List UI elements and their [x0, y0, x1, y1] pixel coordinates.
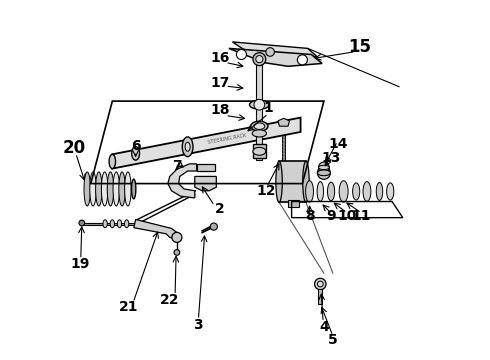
Ellipse shape [103, 220, 107, 228]
Ellipse shape [254, 123, 265, 130]
Bar [318, 289, 322, 304]
Circle shape [318, 281, 323, 287]
Text: 13: 13 [321, 152, 341, 166]
Ellipse shape [353, 183, 360, 200]
Ellipse shape [306, 181, 314, 202]
Ellipse shape [363, 181, 371, 201]
Polygon shape [112, 118, 300, 168]
Text: 4: 4 [319, 320, 329, 334]
Ellipse shape [119, 172, 125, 206]
Text: 3: 3 [194, 318, 203, 332]
Text: 5: 5 [328, 333, 338, 347]
Text: 7: 7 [172, 159, 182, 173]
Bar [279, 161, 306, 202]
Text: 9: 9 [326, 209, 336, 223]
Circle shape [236, 49, 246, 59]
Text: 8: 8 [305, 209, 315, 223]
Text: 12: 12 [257, 184, 276, 198]
Ellipse shape [303, 161, 309, 202]
Ellipse shape [376, 183, 383, 201]
Circle shape [253, 53, 266, 66]
Text: STEERING RACK: STEERING RACK [207, 133, 247, 145]
Text: 2: 2 [215, 202, 225, 216]
Text: 14: 14 [328, 137, 348, 151]
Ellipse shape [110, 220, 115, 228]
Ellipse shape [339, 181, 348, 202]
Circle shape [172, 232, 182, 242]
Text: 18: 18 [210, 103, 230, 117]
Text: 1: 1 [264, 101, 273, 115]
Ellipse shape [132, 147, 140, 160]
Ellipse shape [182, 137, 193, 157]
Ellipse shape [252, 130, 267, 137]
Bar [256, 45, 262, 160]
Text: 21: 21 [119, 300, 138, 314]
Circle shape [315, 278, 326, 290]
Text: 6: 6 [131, 139, 141, 153]
Ellipse shape [84, 172, 91, 206]
Bar [253, 144, 266, 158]
Ellipse shape [101, 172, 108, 206]
Circle shape [210, 223, 218, 230]
Circle shape [318, 162, 329, 173]
Ellipse shape [96, 172, 102, 206]
Ellipse shape [318, 170, 330, 176]
Polygon shape [196, 164, 215, 171]
Text: 22: 22 [160, 293, 179, 307]
Polygon shape [195, 176, 216, 191]
Text: 17: 17 [210, 76, 230, 90]
Ellipse shape [251, 121, 268, 131]
Circle shape [79, 220, 85, 226]
Ellipse shape [117, 220, 122, 228]
Ellipse shape [185, 142, 190, 151]
Circle shape [254, 99, 265, 110]
Ellipse shape [387, 183, 394, 200]
Text: 11: 11 [352, 209, 371, 223]
Ellipse shape [124, 220, 129, 228]
Circle shape [266, 48, 274, 56]
Text: 15: 15 [348, 38, 371, 56]
Ellipse shape [318, 165, 329, 170]
Text: 10: 10 [338, 209, 357, 223]
Polygon shape [229, 48, 322, 66]
Ellipse shape [124, 172, 131, 206]
Circle shape [256, 55, 263, 63]
Ellipse shape [90, 172, 96, 206]
Ellipse shape [317, 181, 323, 201]
Bar [288, 201, 299, 207]
Polygon shape [134, 220, 179, 239]
Polygon shape [278, 118, 290, 126]
Ellipse shape [327, 182, 335, 201]
Polygon shape [168, 164, 196, 198]
Polygon shape [232, 42, 317, 59]
Ellipse shape [253, 147, 266, 155]
Text: 16: 16 [210, 51, 230, 65]
Ellipse shape [131, 179, 136, 199]
Circle shape [297, 55, 307, 65]
Text: 19: 19 [71, 257, 90, 271]
Ellipse shape [107, 172, 114, 206]
Ellipse shape [249, 100, 269, 109]
Circle shape [174, 249, 180, 255]
Ellipse shape [109, 154, 116, 168]
Circle shape [318, 166, 330, 179]
Text: 20: 20 [63, 139, 86, 157]
Ellipse shape [276, 161, 282, 202]
Ellipse shape [113, 172, 120, 206]
